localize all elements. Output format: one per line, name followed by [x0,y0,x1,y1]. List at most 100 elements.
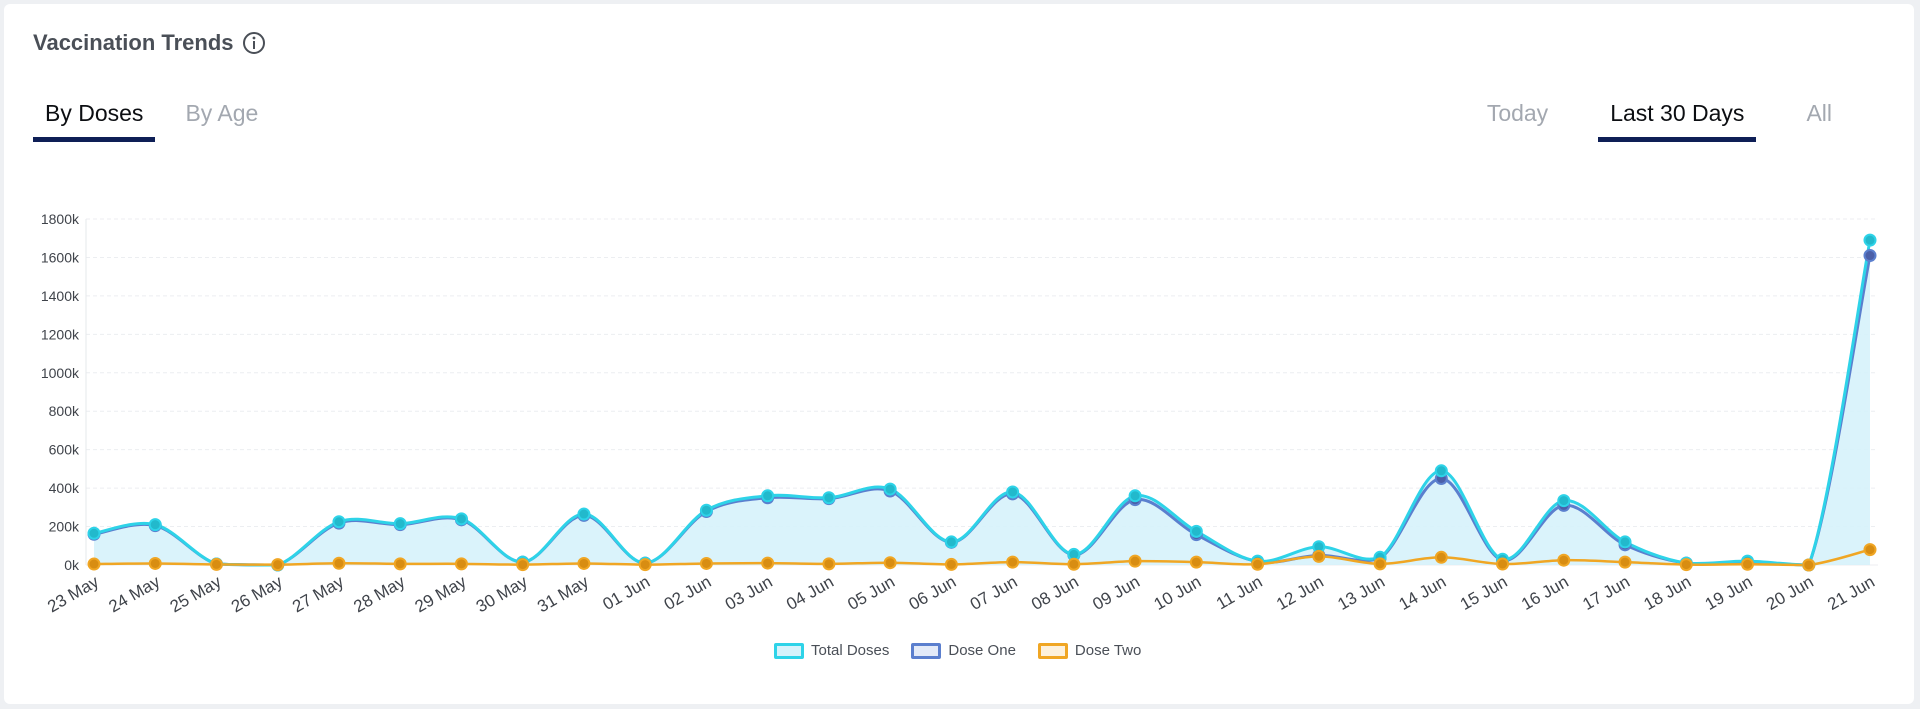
legend-label-total: Total Doses [811,642,890,659]
data-point-dose-two [1251,557,1265,571]
data-point-dose-two [148,556,162,570]
data-point-dose-two [332,556,346,570]
tab-all[interactable]: All [1806,100,1832,126]
data-point-total [944,535,958,549]
legend-label-dose-two: Dose Two [1074,642,1142,659]
x-tick-label: 26 May [228,572,286,617]
card-title: Vaccination Trends [33,30,234,55]
data-point-total [577,507,591,521]
data-point-total [148,518,162,532]
legend-item-dose-one[interactable]: Dose One [911,642,1016,659]
x-tick-label: 09 Jun [1089,572,1143,614]
data-point-dose-two [1618,555,1632,569]
title-row: Vaccination Trends [33,30,266,56]
data-point-dose-two [1802,558,1816,572]
x-tick-label: 20 Jun [1763,572,1817,614]
data-point-dose-two [1189,555,1203,569]
x-tick-label: 25 May [167,572,225,617]
x-tick-label: 12 Jun [1273,572,1327,614]
x-tick-label: 03 Jun [722,572,776,614]
data-point-total [1557,494,1571,508]
data-point-dose-two [1741,557,1755,571]
data-point-dose-two [1067,557,1081,571]
data-point-dose-two [1006,555,1020,569]
x-tick-label: 04 Jun [783,572,837,614]
x-tick-label: 05 Jun [844,572,898,614]
data-point-dose-two [883,556,897,570]
x-tick-label: 13 Jun [1334,572,1388,614]
data-point-total [393,517,407,531]
x-tick-label: 18 Jun [1641,572,1695,614]
x-tick-label: 16 Jun [1518,572,1572,614]
data-point-dose-two [577,556,591,570]
y-tick-label: 1400k [41,288,80,304]
legend-swatch-dose-one [911,642,942,659]
chart-legend: Total Doses Dose One Dose Two [774,642,1163,659]
data-point-total [1006,485,1020,499]
data-point-total [761,489,775,503]
info-icon[interactable] [242,31,266,55]
data-point-total [699,503,713,517]
x-tick-label: 23 May [44,572,102,617]
x-tick-label: 07 Jun [967,572,1021,614]
y-tick-label: 400k [49,480,80,496]
data-point-dose-two [822,557,836,571]
y-tick-label: 1800k [41,211,80,227]
data-point-dose-two [87,557,101,571]
data-point-dose-two [761,556,775,570]
tab-last-30-days[interactable]: Last 30 Days [1598,100,1757,142]
x-tick-label: 10 Jun [1151,572,1205,614]
tab-by-age[interactable]: By Age [185,100,259,126]
x-tick-label: 29 May [412,572,470,617]
x-tick-label: 02 Jun [661,572,715,614]
time-range-tabs: Today Last 30 Days All [1437,100,1844,142]
legend-label-dose-one: Dose One [948,642,1016,659]
data-point-dose-two [1863,543,1877,557]
data-point-dose-two [1373,557,1387,571]
data-point-dose-two [944,557,958,571]
data-point-total [332,515,346,529]
data-point-total [822,491,836,505]
x-tick-label: 11 Jun [1213,572,1266,613]
vaccination-trends-card: Vaccination Trends By Doses By Age Today… [4,4,1914,704]
y-tick-label: 1200k [41,326,80,342]
data-point-dose-one [1863,249,1877,263]
data-point-dose-two [1557,553,1571,567]
x-tick-label: 24 May [105,572,163,617]
tab-today[interactable]: Today [1486,100,1549,126]
x-tick-label: 28 May [350,572,408,617]
y-tick-label: 600k [49,442,80,458]
data-point-total [1434,464,1448,478]
y-tick-label: 0k [64,557,80,573]
data-point-total [87,526,101,540]
x-tick-label: 31 May [534,572,592,617]
x-tick-label: 27 May [289,572,347,617]
tab-by-doses[interactable]: By Doses [33,100,156,142]
x-tick-label: 19 Jun [1702,572,1756,614]
data-point-dose-two [454,557,468,571]
y-tick-label: 800k [49,403,80,419]
x-tick-label: 08 Jun [1028,572,1082,614]
data-point-dose-two [393,557,407,571]
series-line-total [93,239,1872,567]
data-point-total [1189,524,1203,538]
y-tick-label: 1000k [41,365,80,381]
x-tick-label: 15 Jun [1457,572,1511,614]
data-point-dose-two [1128,554,1142,568]
data-point-total [1618,535,1632,549]
data-point-dose-two [1312,549,1326,563]
data-point-dose-two [638,558,652,572]
data-point-dose-two [699,556,713,570]
y-tick-label: 200k [49,519,80,535]
legend-item-dose-two[interactable]: Dose Two [1037,642,1142,659]
x-tick-label: 17 Jun [1579,572,1633,614]
data-point-total [454,512,468,526]
data-point-dose-two [209,557,223,571]
data-point-dose-two [271,558,285,572]
dose-age-tabs: By Doses By Age [33,100,288,142]
x-tick-label: 21 Jun [1824,572,1878,614]
legend-item-total-doses[interactable]: Total Doses [774,642,889,659]
data-point-total [883,482,897,496]
x-tick-label: 06 Jun [906,572,960,614]
legend-swatch-dose-two [1037,642,1068,659]
